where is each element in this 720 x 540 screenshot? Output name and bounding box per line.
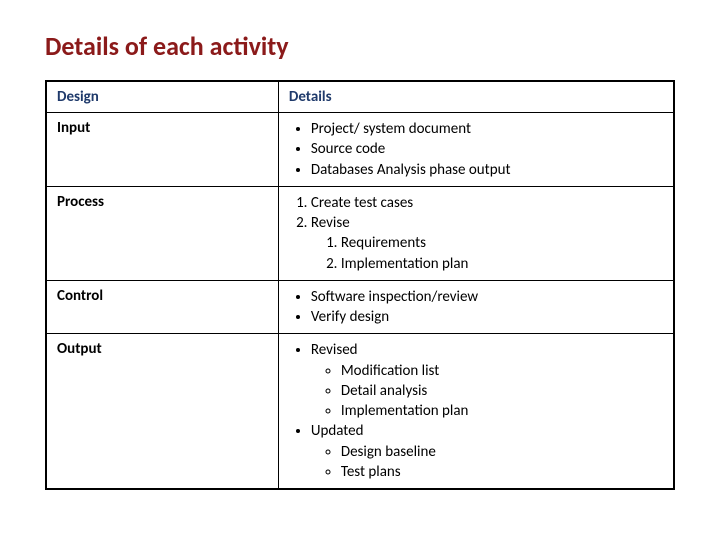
row-input: Input Project/ system document Source co… [46,113,674,187]
input-item: Project/ system document [311,119,663,139]
input-item: Databases Analysis phase output [311,160,663,180]
row-output: Output Revised Modification list Detail … [46,334,674,489]
output-group: Revised Modification list Detail analysi… [311,340,663,421]
process-item: Create test cases [311,193,663,213]
output-sub-item: Design baseline [341,442,663,462]
header-design: Design [46,81,278,113]
output-group: Updated Design baseline Test plans [311,421,663,482]
details-output: Revised Modification list Detail analysi… [278,334,674,489]
input-item: Source code [311,139,663,159]
details-control: Software inspection/review Verify design [278,280,674,334]
details-process: Create test cases Revise Requirements Im… [278,186,674,280]
header-row: Design Details [46,81,674,113]
header-details: Details [278,81,674,113]
label-input: Input [46,113,278,187]
output-sub-item: Implementation plan [341,401,663,421]
process-item: Revise Requirements Implementation plan [311,213,663,274]
output-sub-item: Detail analysis [341,381,663,401]
row-process: Process Create test cases Revise Require… [46,186,674,280]
page-title: Details of each activity [45,30,675,62]
label-output: Output [46,334,278,489]
activity-table: Design Details Input Project/ system doc… [45,80,675,490]
label-control: Control [46,280,278,334]
output-sub-item: Test plans [341,462,663,482]
process-sub-item: Requirements [341,233,663,253]
details-input: Project/ system document Source code Dat… [278,113,674,187]
process-sub-item: Implementation plan [341,254,663,274]
control-item: Software inspection/review [311,287,663,307]
output-sub-item: Modification list [341,361,663,381]
control-item: Verify design [311,307,663,327]
label-process: Process [46,186,278,280]
row-control: Control Software inspection/review Verif… [46,280,674,334]
